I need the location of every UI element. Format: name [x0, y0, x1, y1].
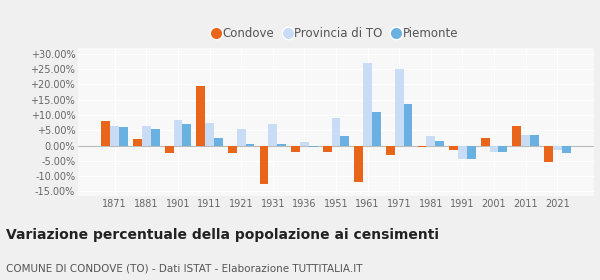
Bar [268, 124, 277, 146]
Bar [291, 146, 300, 152]
Bar [544, 146, 553, 162]
Bar [110, 126, 119, 146]
Bar [332, 118, 340, 146]
Bar [173, 120, 182, 146]
Bar [490, 146, 499, 152]
Bar [435, 141, 444, 146]
Text: COMUNE DI CONDOVE (TO) - Dati ISTAT - Elaborazione TUTTITALIA.IT: COMUNE DI CONDOVE (TO) - Dati ISTAT - El… [6, 263, 362, 274]
Bar [562, 146, 571, 153]
Bar [151, 129, 160, 146]
Bar [499, 146, 508, 152]
Bar [395, 69, 404, 146]
Bar [363, 63, 372, 146]
Bar [309, 146, 317, 147]
Bar [196, 86, 205, 146]
Bar [182, 124, 191, 146]
Bar [245, 144, 254, 146]
Bar [427, 136, 435, 146]
Bar [164, 146, 173, 153]
Bar [228, 146, 237, 153]
Bar [300, 143, 309, 146]
Bar [260, 146, 268, 184]
Bar [101, 121, 110, 146]
Text: Variazione percentuale della popolazione ai censimenti: Variazione percentuale della popolazione… [6, 228, 439, 242]
Bar [467, 146, 476, 159]
Bar [458, 146, 467, 159]
Bar [372, 112, 381, 146]
Legend: Condove, Provincia di TO, Piemonte: Condove, Provincia di TO, Piemonte [211, 24, 461, 44]
Bar [119, 127, 128, 146]
Bar [133, 139, 142, 146]
Bar [277, 144, 286, 146]
Bar [418, 146, 427, 147]
Bar [355, 146, 363, 182]
Bar [449, 146, 458, 150]
Bar [237, 129, 245, 146]
Bar [521, 135, 530, 146]
Bar [323, 146, 332, 152]
Bar [481, 138, 490, 146]
Bar [386, 146, 395, 155]
Bar [404, 104, 412, 146]
Bar [340, 136, 349, 146]
Bar [530, 135, 539, 146]
Bar [205, 123, 214, 146]
Bar [214, 138, 223, 146]
Bar [512, 126, 521, 146]
Bar [142, 126, 151, 146]
Bar [553, 146, 562, 150]
